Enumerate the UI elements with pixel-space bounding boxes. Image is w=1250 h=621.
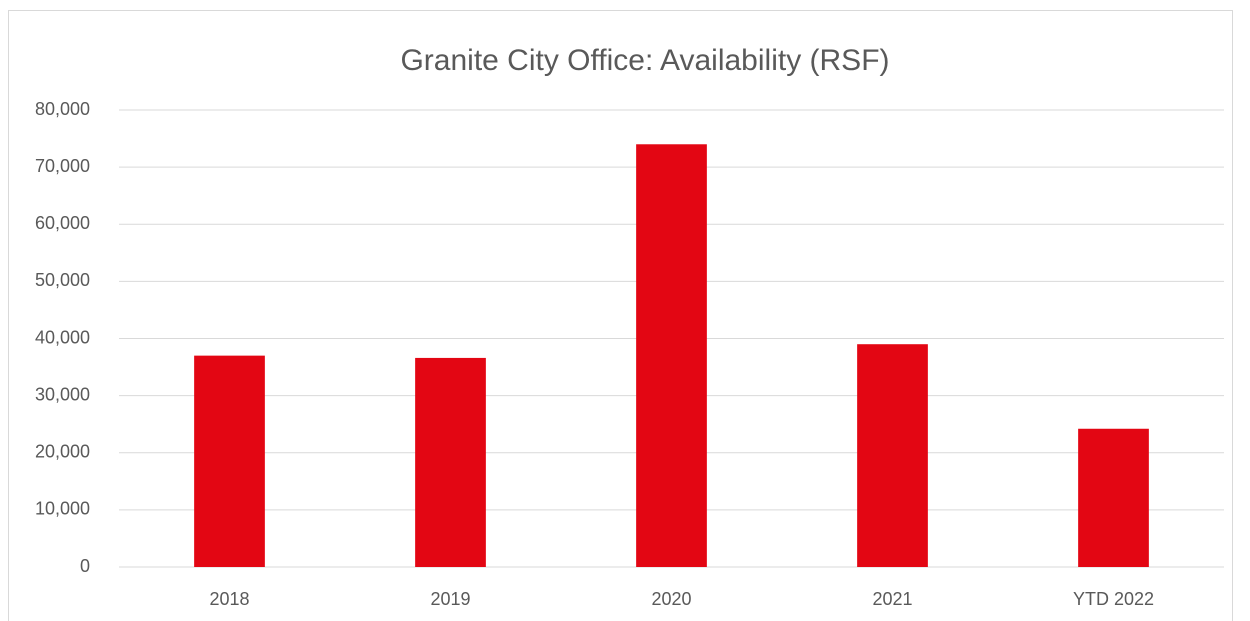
x-tick-label: 2018 xyxy=(209,589,249,609)
y-tick-label: 80,000 xyxy=(35,99,90,119)
x-tick-label: 2020 xyxy=(651,589,691,609)
chart-border xyxy=(8,10,1233,621)
bar xyxy=(1078,428,1149,567)
y-tick-label: 40,000 xyxy=(35,327,90,347)
y-tick-label: 0 xyxy=(80,556,90,576)
bar xyxy=(415,357,486,567)
x-tick-label: 2019 xyxy=(430,589,470,609)
bar xyxy=(857,344,928,567)
y-tick-label: 70,000 xyxy=(35,156,90,176)
y-tick-label: 50,000 xyxy=(35,270,90,290)
x-tick-label: 2021 xyxy=(872,589,912,609)
y-tick-label: 60,000 xyxy=(35,213,90,233)
y-tick-label: 20,000 xyxy=(35,442,90,462)
y-tick-label: 10,000 xyxy=(35,499,90,519)
chart-title: Granite City Office: Availability (RSF) xyxy=(400,44,889,77)
y-tick-label: 30,000 xyxy=(35,384,90,404)
bar xyxy=(636,144,707,567)
bar xyxy=(194,355,265,567)
x-tick-label: YTD 2022 xyxy=(1073,589,1154,609)
